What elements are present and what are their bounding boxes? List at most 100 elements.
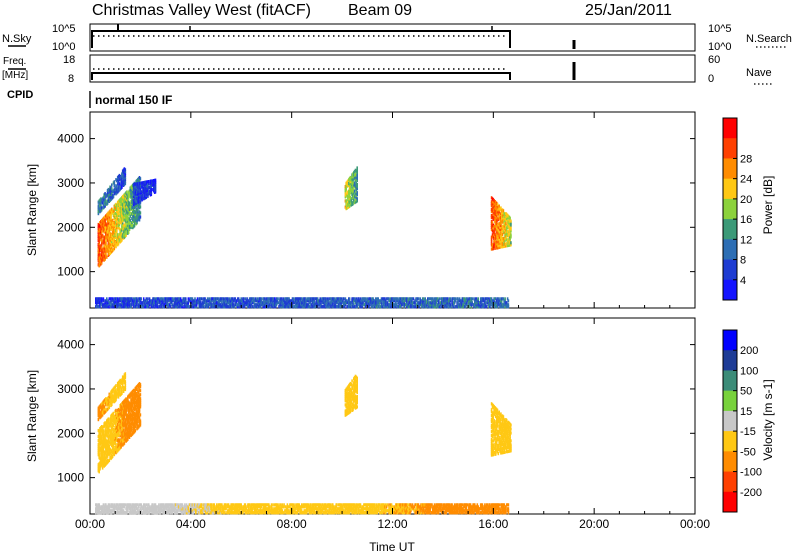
echo-cell	[107, 431, 110, 435]
echo-cell	[349, 404, 352, 408]
echo-cell	[184, 303, 186, 307]
echo-cell	[109, 241, 111, 245]
echo-cell	[490, 303, 492, 307]
echo-cell	[113, 396, 116, 400]
echo-cell	[470, 297, 473, 301]
echo-cell	[119, 297, 121, 301]
echo-cell	[103, 199, 105, 203]
echo-cell	[190, 297, 193, 301]
echo-cell	[121, 234, 123, 238]
echo-cell	[328, 303, 331, 307]
echo-cell	[495, 200, 497, 205]
echo-cell	[346, 392, 348, 396]
echo-cell	[495, 448, 497, 452]
echo-cell	[100, 455, 103, 459]
echo-cell	[496, 305, 499, 309]
echo-cell	[460, 301, 463, 305]
echo-cell	[118, 173, 121, 178]
echo-cell	[113, 386, 116, 390]
echo-cell	[349, 402, 352, 406]
echo-cell	[165, 297, 168, 301]
echo-cell	[100, 297, 103, 301]
echo-cell	[505, 301, 508, 305]
echo-cell	[319, 297, 321, 301]
echo-cell	[99, 229, 101, 233]
echo-cell	[127, 212, 130, 216]
echo-cell	[107, 301, 110, 305]
echo-cell	[356, 390, 358, 395]
echo-cell	[327, 303, 330, 307]
echo-cell	[421, 297, 424, 301]
echo-cell	[162, 299, 164, 303]
echo-cell	[123, 195, 126, 199]
echo-cell	[346, 184, 348, 188]
echo-cell	[205, 305, 207, 309]
echo-cell	[380, 303, 383, 307]
echo-cell	[107, 196, 110, 200]
echo-cell	[107, 243, 110, 247]
echo-cell	[459, 301, 462, 305]
echo-cell	[148, 189, 151, 193]
echo-cell	[100, 255, 103, 259]
echo-cell	[138, 408, 141, 412]
echo-cell	[119, 234, 121, 238]
echo-cell	[99, 206, 101, 210]
echo-cell	[355, 191, 358, 195]
echo-cell	[103, 218, 105, 222]
echo-cell	[103, 399, 105, 403]
echo-cell	[130, 421, 132, 425]
echo-cell	[500, 222, 502, 226]
echo-cell	[495, 436, 497, 440]
echo-cell	[483, 299, 485, 303]
echo-cell	[501, 440, 504, 445]
echo-cell	[111, 248, 114, 253]
echo-cell	[102, 447, 105, 451]
echo-cell	[442, 299, 445, 303]
echo-cell	[106, 230, 109, 234]
echo-cell	[155, 299, 158, 303]
echo-cell	[106, 303, 109, 307]
echo-cell	[123, 199, 126, 203]
echo-cell	[267, 305, 269, 309]
echo-cell	[121, 301, 124, 305]
echo-cell	[367, 305, 369, 309]
echo-cell	[249, 301, 252, 305]
echo-cell	[353, 379, 356, 383]
echo-cell	[232, 303, 235, 307]
echo-cell	[119, 206, 121, 210]
echo-cell	[495, 232, 498, 236]
echo-cell	[117, 242, 120, 246]
echo-cell	[181, 305, 184, 309]
echo-cell	[504, 236, 506, 240]
echo-cell	[506, 425, 509, 429]
echo-cell	[345, 301, 347, 305]
echo-cell	[116, 205, 118, 210]
echo-cell	[119, 230, 121, 234]
echo-cell	[123, 235, 126, 239]
echo-cell	[103, 226, 105, 230]
echo-cell	[390, 299, 393, 303]
echo-cell	[174, 297, 176, 301]
echo-cell	[503, 426, 505, 430]
echo-cell	[126, 301, 128, 305]
echo-cell	[442, 297, 445, 301]
echo-cell	[147, 303, 149, 307]
echo-cell	[490, 439, 493, 443]
echo-cell	[119, 385, 121, 389]
echo-cell	[127, 230, 130, 234]
echo-cell	[118, 445, 121, 449]
echo-cell	[356, 376, 358, 380]
echo-cell	[99, 227, 101, 231]
echo-cell	[142, 185, 144, 189]
echo-cell	[234, 301, 237, 305]
echo-cell	[106, 297, 108, 301]
echo-cell	[349, 177, 352, 182]
echo-cell	[257, 301, 259, 305]
echo-cell	[121, 391, 123, 395]
echo-cell	[100, 238, 102, 242]
echo-cell	[100, 256, 102, 260]
echo-cell	[493, 203, 495, 207]
echo-cell	[136, 199, 138, 203]
echo-cell	[454, 297, 457, 301]
